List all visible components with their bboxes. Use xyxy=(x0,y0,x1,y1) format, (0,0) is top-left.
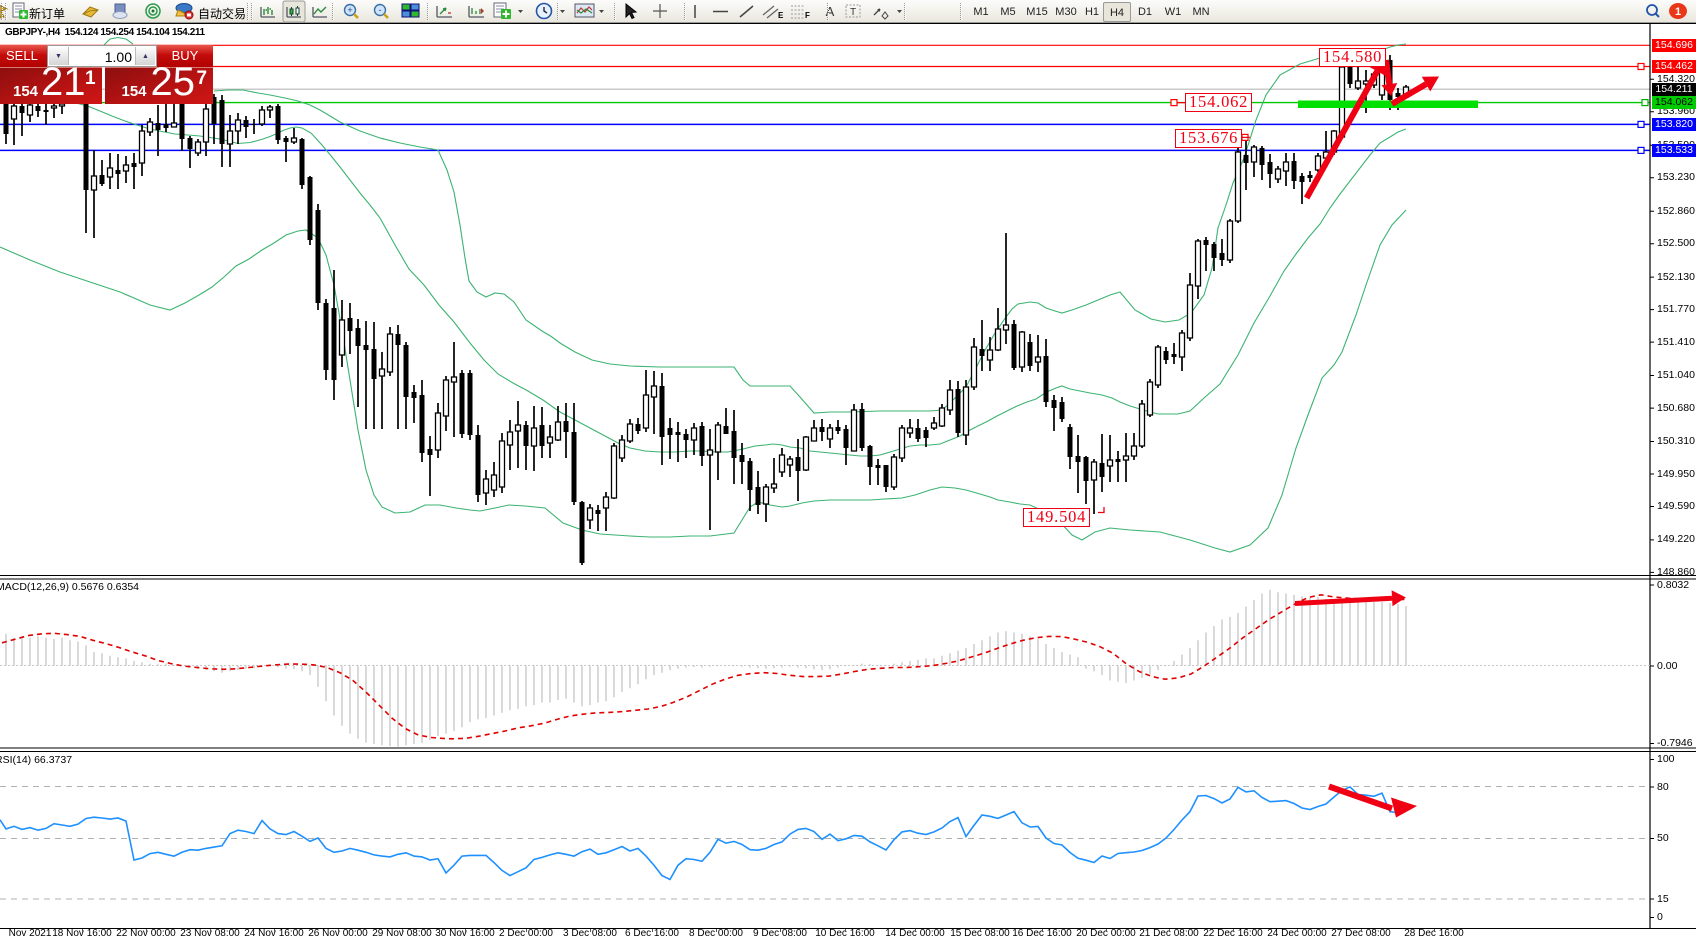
svg-text:-: - xyxy=(379,5,382,15)
svg-text:T: T xyxy=(850,7,856,18)
svg-text:1: 1 xyxy=(1675,6,1681,18)
svg-text:+: + xyxy=(347,5,352,15)
svg-text:E: E xyxy=(778,11,784,20)
svg-text:F: F xyxy=(805,11,810,20)
svg-text:A: A xyxy=(826,4,835,19)
